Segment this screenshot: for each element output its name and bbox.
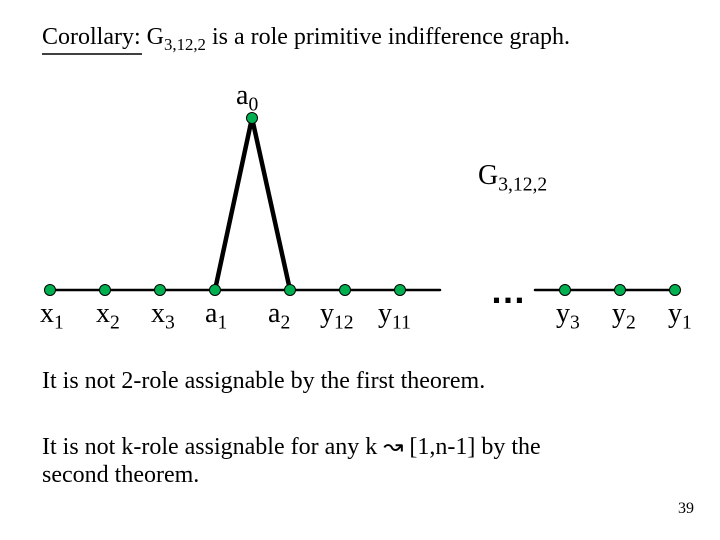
body-line-1: It is not 2-role assignable by the first… (42, 368, 485, 395)
node-label: y1 (668, 298, 692, 335)
node-label: y3 (556, 298, 580, 335)
node-label: x3 (151, 298, 175, 335)
body-line-2b: second theorem. (42, 462, 199, 489)
node-label: x1 (40, 298, 64, 335)
node-label: a1 (205, 298, 227, 335)
page-number: 39 (678, 500, 694, 518)
node-label: x2 (96, 298, 120, 335)
ellipsis: … (490, 270, 526, 312)
body-line-2a: It is not k-role assignable for any k ↝ … (42, 432, 541, 461)
slide: Corollary: G3,12,2 is a role primitive i… (0, 0, 720, 540)
node-label: y11 (378, 298, 411, 335)
node-label: y2 (612, 298, 636, 335)
node-label: y12 (320, 298, 354, 335)
node-label: a2 (268, 298, 290, 335)
